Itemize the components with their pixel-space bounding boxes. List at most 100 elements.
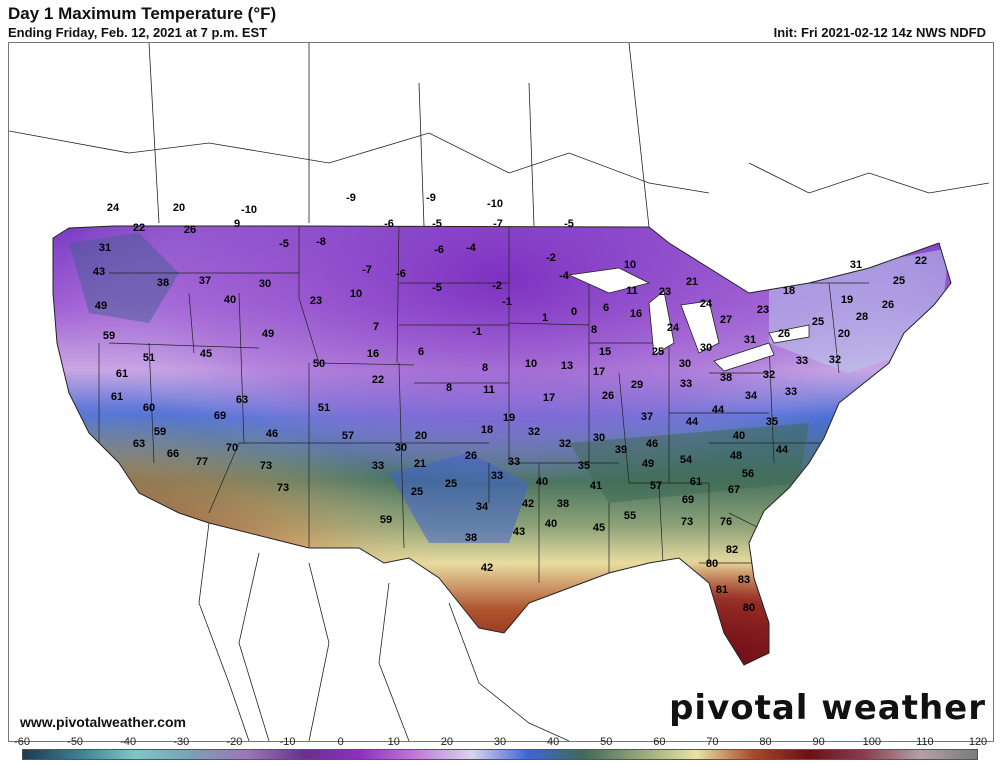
temperature-map[interactable]: 24 20 22 26 31 43 38 37 30 40 23 49 -10 9 -9 -5 -8 -6 -9 -1… [8, 42, 994, 742]
temp-value: 43 [93, 266, 105, 278]
temp-value: 7 [373, 321, 379, 333]
temp-value: 80 [706, 558, 718, 570]
temp-value: 26 [602, 390, 614, 402]
temp-value: 46 [266, 428, 278, 440]
temp-value: 45 [593, 522, 605, 534]
temp-value: 73 [277, 482, 289, 494]
background-boundaries [9, 43, 990, 741]
scale-label: -30 [173, 736, 190, 748]
temp-value: 11 [483, 384, 495, 396]
scale-label: 30 [493, 736, 507, 748]
temp-value: 43 [513, 526, 525, 538]
temp-value: 26 [465, 450, 477, 462]
temp-value: 44 [686, 416, 699, 428]
temp-value: 81 [716, 584, 728, 596]
temp-value: -9 [346, 192, 356, 204]
temp-value: 15 [599, 346, 611, 358]
temp-value: -5 [432, 218, 442, 230]
temp-value: 25 [411, 486, 423, 498]
temp-value: -10 [487, 198, 503, 210]
temp-value: 50 [313, 358, 325, 370]
scale-label: -40 [120, 736, 137, 748]
temp-value: 22 [915, 255, 927, 267]
temp-value: 45 [200, 348, 212, 360]
temp-value: 30 [593, 432, 605, 444]
scale-label: 20 [440, 736, 453, 748]
temp-value: 30 [700, 342, 712, 354]
temp-value: 67 [728, 484, 740, 496]
map-title: Day 1 Maximum Temperature (°F) [8, 4, 277, 23]
website-url[interactable]: www.pivotalweather.com [20, 714, 186, 730]
temp-value: 30 [395, 442, 407, 454]
temp-value: -5 [564, 218, 574, 230]
brand-logo: pivotal weather [669, 688, 986, 728]
temp-value: 40 [545, 518, 557, 530]
temp-value: 49 [642, 458, 654, 470]
temperature-field [53, 226, 951, 665]
temp-value: 17 [593, 366, 605, 378]
temp-value: 63 [133, 438, 145, 450]
temp-value: 33 [785, 386, 797, 398]
temp-value: 13 [561, 360, 573, 372]
scale-label: 80 [759, 736, 772, 748]
temp-value: 23 [310, 295, 322, 307]
scale-label: -10 [279, 736, 296, 748]
temp-value: 26 [778, 328, 790, 340]
temp-value: 24 [667, 322, 680, 334]
temp-value: -6 [396, 268, 406, 280]
temp-value: 60 [143, 402, 155, 414]
temp-value: 73 [260, 460, 272, 472]
temp-value: 40 [536, 476, 548, 488]
temp-value: 38 [157, 277, 169, 289]
temp-value: -1 [472, 326, 482, 338]
temp-value: 63 [236, 394, 248, 406]
temp-value: 40 [224, 294, 236, 306]
temp-value: 77 [196, 456, 208, 468]
temp-value: 80 [743, 602, 755, 614]
temp-value: 26 [882, 299, 894, 311]
temp-value: 10 [350, 288, 362, 300]
temp-value: 11 [626, 285, 638, 297]
temp-value: 22 [133, 222, 145, 234]
temp-value: 10 [525, 358, 537, 370]
temp-value: 56 [742, 468, 754, 480]
temp-value: 20 [173, 202, 185, 214]
temp-value: 42 [522, 498, 534, 510]
temp-value: 25 [652, 346, 664, 358]
temp-value: 1 [542, 312, 548, 324]
temp-value: 27 [720, 314, 732, 326]
temp-value: 16 [630, 308, 642, 320]
temp-value: 21 [686, 276, 698, 288]
temp-value: 61 [111, 391, 123, 403]
temp-value: 61 [116, 368, 128, 380]
temp-value: 44 [712, 404, 725, 416]
temp-value: 66 [167, 448, 179, 460]
temp-value: 46 [646, 438, 658, 450]
temp-value: 19 [503, 412, 515, 424]
scale-label: 70 [706, 736, 719, 748]
temp-value: 26 [184, 224, 196, 236]
temp-value: -5 [432, 282, 442, 294]
temp-value: 31 [99, 242, 111, 254]
temp-value: 10 [624, 259, 636, 271]
state-boundaries [98, 226, 869, 584]
temp-value: 34 [745, 390, 758, 402]
temp-value: 23 [757, 304, 769, 316]
temp-value: 54 [680, 454, 693, 466]
temp-value: 8 [482, 362, 488, 374]
great-lakes [567, 267, 810, 372]
temp-value: 25 [893, 275, 905, 287]
temp-value: 37 [199, 275, 211, 287]
scale-label: 10 [387, 736, 400, 748]
conus-outline [52, 225, 952, 666]
scale-label: 40 [546, 736, 560, 748]
temp-value: 28 [856, 311, 868, 323]
temp-value: 0 [571, 306, 577, 318]
temp-value: 48 [730, 450, 742, 462]
temp-value: 24 [700, 298, 713, 310]
temp-value: 39 [615, 444, 627, 456]
temp-value: 69 [682, 494, 694, 506]
temp-value: 70 [226, 442, 238, 454]
